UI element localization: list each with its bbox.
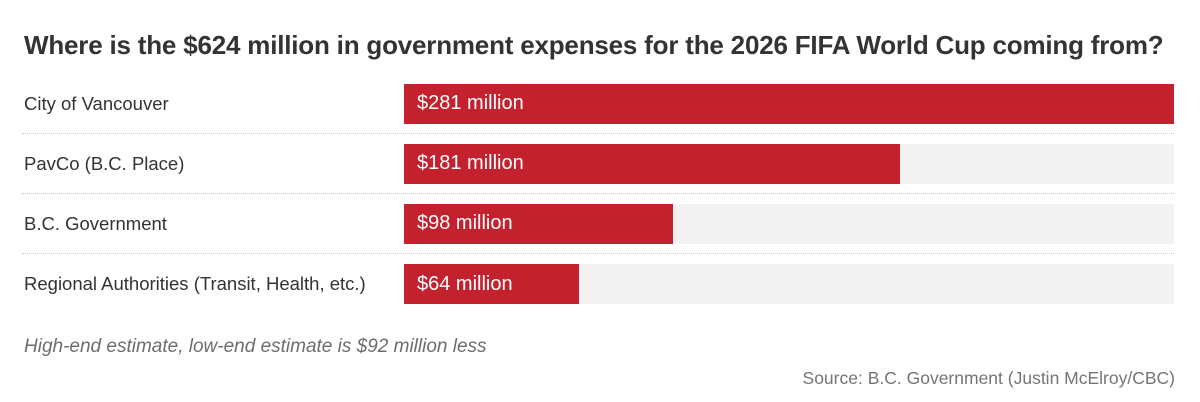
bar-track: $98 million [404,203,1174,244]
chart-source: Source: B.C. Government (Justin McElroy/… [802,368,1175,388]
category-label: PavCo (B.C. Place) [24,152,185,174]
bar: $98 million [404,203,673,244]
bar-value-label: $281 million [417,92,524,114]
bar-track: $281 million [404,83,1174,124]
category-label: City of Vancouver [24,92,169,114]
chart-footnote: High-end estimate, low-end estimate is $… [24,336,487,357]
bar: $64 million [404,264,580,304]
bar-value-label: $98 million [417,212,513,234]
bar-value-label: $181 million [417,152,524,174]
category-label: B.C. Government [24,212,167,234]
bar: $181 million [404,143,900,184]
bar-track: $181 million [404,143,1174,184]
chart-row: B.C. Government $98 million [22,194,1174,254]
chart-title: Where is the $624 million in government … [24,30,1164,60]
chart-row: City of Vancouver $281 million [22,74,1174,134]
category-label: Regional Authorities (Transit, Health, e… [24,273,366,294]
bar-chart: City of Vancouver $281 million PavCo (B.C.… [22,74,1174,314]
bar-value-label: $64 million [417,272,513,295]
chart-row: PavCo (B.C. Place) $181 million [22,134,1174,194]
bar: $281 million [404,83,1174,124]
chart-row: Regional Authorities (Transit, Health, e… [22,254,1174,314]
bar-track: $64 million [404,264,1174,304]
